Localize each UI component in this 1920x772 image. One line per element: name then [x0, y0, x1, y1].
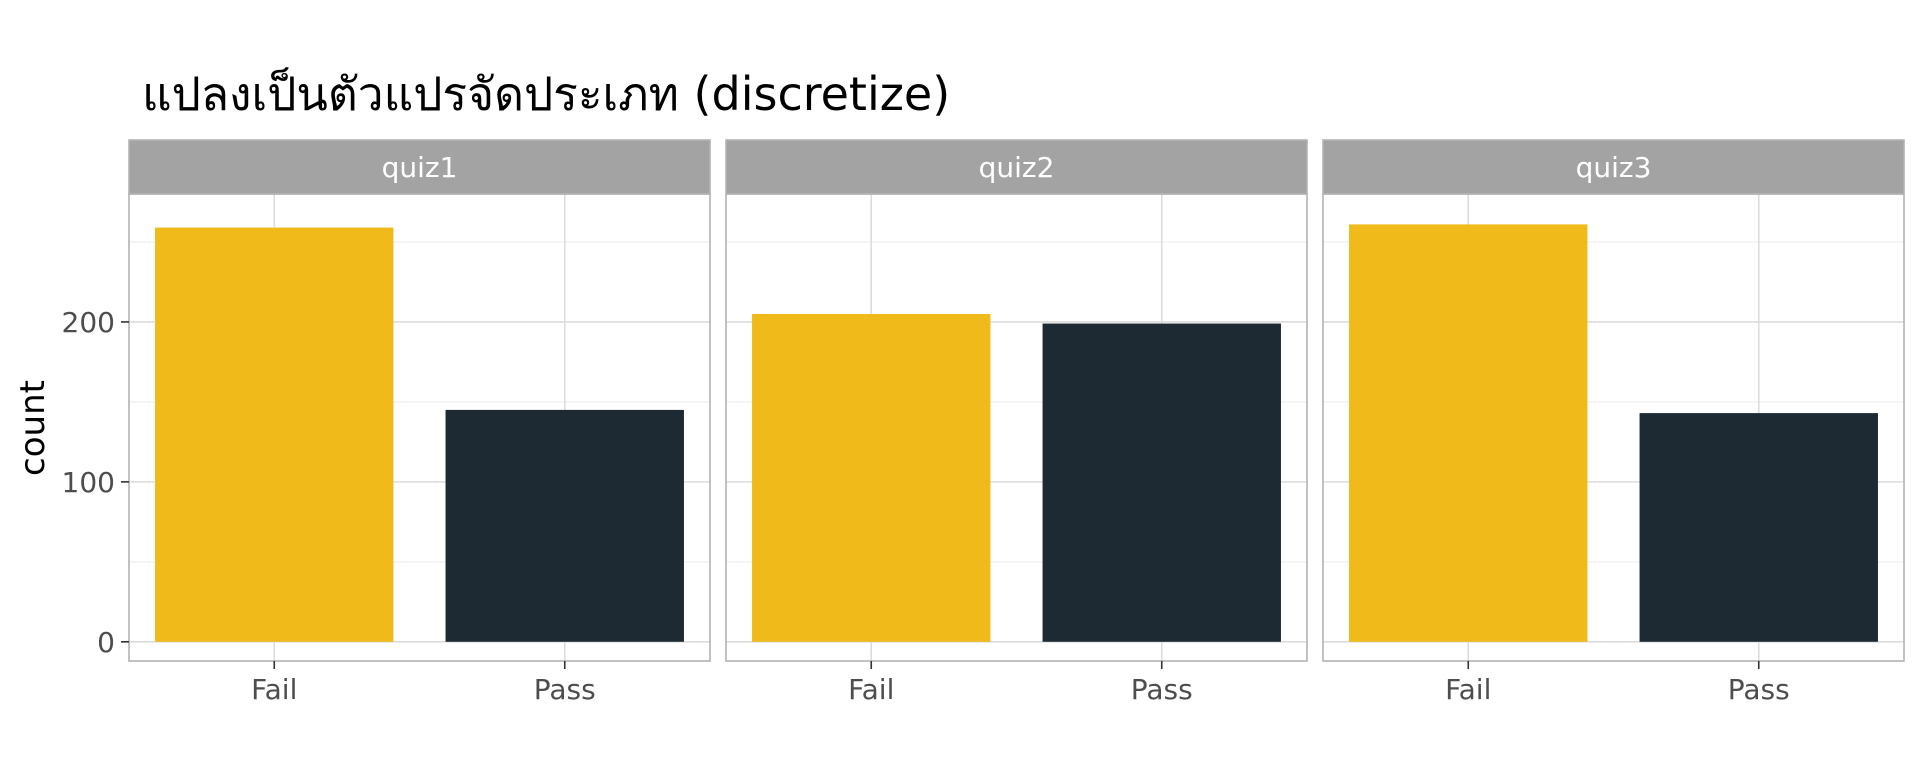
y-tick-label: 100 — [62, 466, 115, 499]
facet-panel-quiz1: quiz1 Fail Pass — [128, 139, 711, 706]
facet-panels: quiz1 Fail Pass quiz2 Fail Pass quiz3 Fail Pass — [128, 139, 1905, 706]
x-tick-label: Fail — [848, 673, 894, 706]
bar-quiz3-pass — [1639, 413, 1878, 642]
facet-strip — [128, 139, 711, 195]
facet-strip-label: quiz1 — [382, 151, 458, 184]
x-tick-label: Pass — [1728, 673, 1790, 706]
bar-quiz3-fail — [1349, 224, 1588, 642]
x-tick-label: Fail — [251, 673, 297, 706]
bar-quiz1-pass — [445, 409, 684, 642]
chart-title: แปลงเป็นตัวแปรจัดประเภท (discretize) — [142, 67, 950, 121]
y-tick-label: 0 — [97, 626, 115, 659]
y-tick-label: 200 — [62, 306, 115, 339]
facet-strip-label: quiz3 — [1576, 151, 1652, 184]
x-tick-label: Fail — [1445, 673, 1491, 706]
facet-strip — [1322, 139, 1905, 195]
facet-strip — [725, 139, 1308, 195]
bar-quiz2-pass — [1042, 323, 1281, 642]
bar-quiz2-fail — [752, 313, 991, 642]
facet-panel-quiz2: quiz2 Fail Pass — [725, 139, 1308, 706]
y-axis-title: count — [13, 380, 53, 476]
x-tick-label: Pass — [534, 673, 596, 706]
facet-panel-quiz3: quiz3 Fail Pass — [1322, 139, 1905, 706]
bar-quiz1-fail — [155, 227, 394, 642]
y-axis: 0 100 200 — [62, 306, 129, 659]
facet-strip-label: quiz2 — [979, 151, 1055, 184]
x-tick-label: Pass — [1131, 673, 1193, 706]
